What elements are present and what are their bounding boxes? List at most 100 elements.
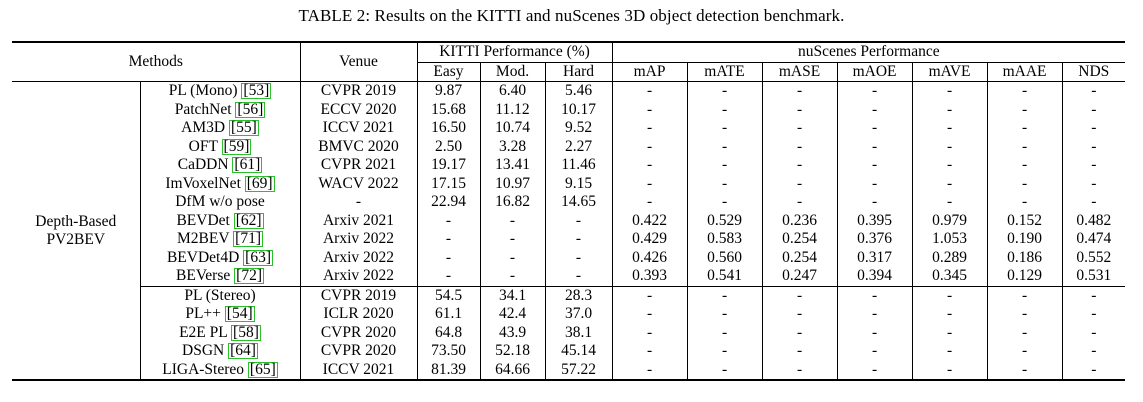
citation-number: 64	[235, 342, 251, 360]
table-row: CaDDN [61] CVPR 2021 19.17 13.41 11.46- - - - - -…	[12, 156, 1125, 175]
nuscenes-value-cell: -	[837, 174, 913, 193]
nuscenes-value-cell: -	[987, 100, 1063, 119]
table-row: DSGN [64] CVPR 2020 73.50 52.18 45.14- - - - - - -	[12, 342, 1125, 361]
nuscenes-value-cell: 0.247	[762, 267, 838, 286]
kitti-value-cell: 16.82	[480, 193, 546, 212]
nuscenes-value-cell: -	[762, 193, 838, 212]
kitti-group-header: KITTI Performance (%)	[417, 41, 613, 63]
kitti-value-cell: 54.5	[417, 285, 481, 305]
col-header: Easy	[417, 62, 481, 82]
kitti-value-cell: -	[545, 267, 613, 286]
nuscenes-value-cell: -	[912, 119, 988, 138]
nuscenes-value-cell: -	[912, 137, 988, 156]
citation-link[interactable]: [64]	[228, 342, 258, 360]
table-row: M2BEV [71] Arxiv 2022- - -0.429 0.583 0.254 0.…	[12, 230, 1125, 249]
method-cell: DfM w/o pose	[140, 193, 301, 212]
nuscenes-value-cell: -	[612, 305, 688, 324]
method-name: BEVDet	[176, 211, 230, 229]
kitti-value-cell: -	[417, 230, 481, 249]
nuscenes-value-cell: 0.979	[912, 211, 988, 230]
nuscenes-value-cell: -	[762, 81, 838, 101]
citation-link[interactable]: [69]	[244, 174, 275, 192]
nuscenes-value-cell: -	[612, 137, 688, 156]
table-row: BEVerse [72] Arxiv 2022- - -0.393 0.541 0.247…	[12, 267, 1125, 286]
nuscenes-value-cell: 0.529	[687, 211, 763, 230]
nuscenes-value-cell: -	[837, 119, 913, 138]
nuscenes-value-cell: -	[687, 342, 763, 361]
nuscenes-value-cell: 0.186	[987, 248, 1063, 267]
venue-cell: ICLR 2020	[300, 305, 418, 324]
nuscenes-value-cell: -	[912, 156, 988, 175]
table-row: PL++ [54] ICLR 2020 61.1 42.4 37.0- - - - - - -	[12, 305, 1125, 324]
kitti-value-cell: 15.68	[417, 100, 481, 119]
nuscenes-value-cell: -	[987, 342, 1063, 361]
citation-number: 54	[231, 305, 248, 323]
method-cell: BEVDet [62]	[140, 211, 301, 230]
nuscenes-value-cell: -	[987, 360, 1063, 381]
citation-link[interactable]: [72]	[234, 267, 264, 285]
nuscenes-value-cell: -	[837, 323, 913, 342]
kitti-value-cell: -	[417, 267, 481, 286]
nuscenes-value-cell: -	[912, 174, 988, 193]
citation-link[interactable]: [71]	[233, 230, 263, 248]
nuscenes-value-cell: -	[837, 285, 913, 305]
kitti-value-cell: 52.18	[480, 342, 546, 361]
nuscenes-value-cell: -	[912, 100, 988, 119]
nuscenes-value-cell: -	[1091, 174, 1097, 192]
citation-number: 59	[228, 137, 245, 155]
nuscenes-value-cell: -	[687, 285, 763, 305]
col-header: mAVE	[912, 62, 988, 82]
nuscenes-value-cell: -	[687, 81, 763, 101]
nuscenes-value-cell: -	[837, 137, 913, 156]
nuscenes-value-cell: -	[1091, 323, 1097, 341]
method-cell: LIGA-Stereo [65]	[140, 360, 301, 381]
nuscenes-value-cell: -	[912, 81, 988, 101]
nuscenes-value-cell: 0.129	[987, 267, 1063, 286]
citation-link[interactable]: [62]	[233, 211, 264, 229]
venue-cell: CVPR 2019	[300, 81, 418, 101]
nuscenes-value-cell: 1.053	[912, 230, 988, 249]
nuscenes-value-cell: 0.531	[1076, 267, 1112, 285]
kitti-value-cell: 10.74	[480, 119, 546, 138]
method-name: LIGA-Stereo	[162, 360, 245, 378]
nuscenes-value-cell: -	[1062, 285, 1126, 305]
method-name: PL (Stereo)	[184, 286, 256, 304]
nuscenes-value-cell: -	[912, 323, 988, 342]
table-row: BEVDet4D [63] Arxiv 2022- - -0.426 0.560 0.25…	[12, 248, 1125, 267]
citation-link[interactable]: [56]	[235, 100, 266, 118]
citation-link[interactable]: [53]	[241, 82, 272, 100]
citation-link[interactable]: [58]	[231, 323, 261, 341]
nuscenes-value-cell: -	[837, 156, 913, 175]
table-row: LIGA-Stereo [65] ICCV 2021 81.39 64.66 57.22…	[12, 360, 1126, 381]
kitti-value-cell: 42.4	[480, 305, 546, 324]
col-header: NDS	[1062, 62, 1126, 82]
nuscenes-value-cell: -	[1091, 82, 1097, 100]
kitti-value-cell: 11.46	[545, 156, 613, 175]
citation-link[interactable]: [55]	[228, 119, 259, 137]
venue-cell: Arxiv 2022	[300, 248, 418, 267]
nuscenes-value-cell: -	[1091, 305, 1097, 323]
nuscenes-value-cell: -	[987, 323, 1063, 342]
nuscenes-value-cell: -	[762, 342, 838, 361]
citation-number: 62	[240, 211, 257, 229]
nuscenes-value-cell: -	[837, 305, 913, 324]
col-header: mASE	[762, 62, 838, 82]
citation-number: 72	[241, 267, 257, 285]
citation-link[interactable]: [61]	[232, 156, 263, 174]
venue-cell: Arxiv 2021	[300, 211, 418, 230]
nuscenes-value-cell: 0.190	[987, 230, 1063, 249]
citation-link[interactable]: [54]	[224, 305, 255, 323]
citation-link[interactable]: [63]	[243, 248, 274, 266]
nuscenes-value-cell: -	[987, 193, 1063, 212]
nuscenes-value-cell: -	[1091, 342, 1097, 360]
citation-number: 55	[236, 119, 252, 137]
kitti-value-cell: 9.15	[545, 174, 613, 193]
venue-header: Venue	[300, 41, 418, 82]
citation-link[interactable]: [65]	[247, 360, 278, 378]
venue-cell: ICCV 2021	[300, 360, 418, 381]
method-cell: E2E PL [58]	[140, 323, 301, 342]
kitti-value-cell: -	[480, 248, 546, 267]
kitti-value-cell: 13.41	[480, 156, 546, 175]
citation-link[interactable]: [59]	[221, 137, 252, 155]
nuscenes-value-cell: -	[987, 81, 1063, 101]
